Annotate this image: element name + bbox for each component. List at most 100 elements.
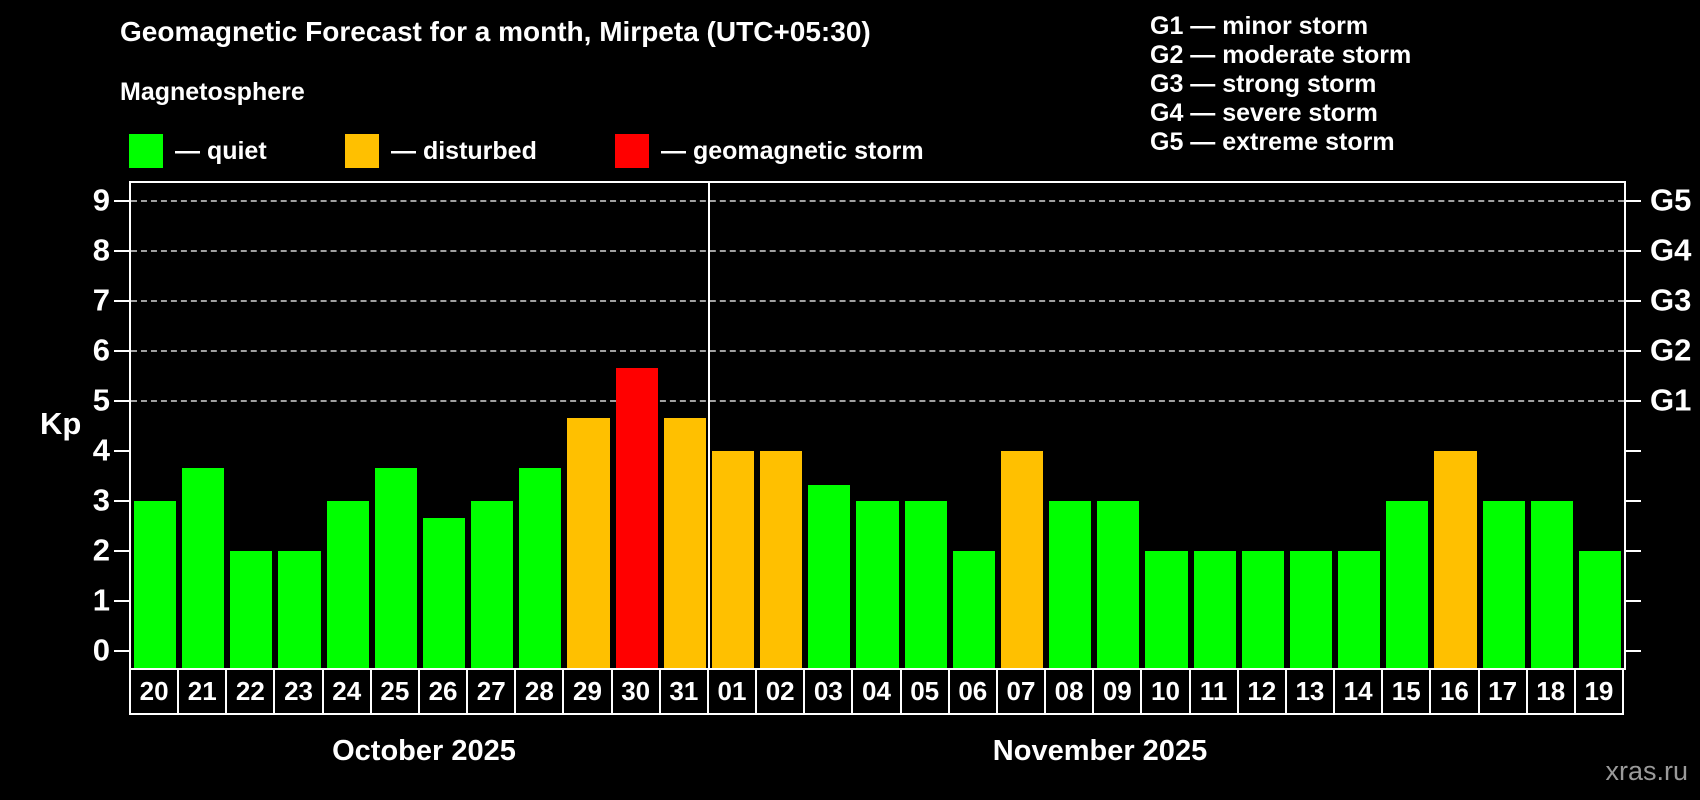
y-axis-tick-label-6: 6 — [92, 332, 110, 368]
y-axis-tick-right-2 — [1626, 550, 1641, 552]
date-cell-29: 29 — [562, 668, 613, 715]
date-cell-15: 15 — [1381, 668, 1432, 715]
chart-subtitle: Magnetosphere — [120, 78, 305, 106]
month-label-october: October 2025 — [332, 735, 516, 767]
kp-bar-30 — [615, 367, 658, 668]
kp-bar-11 — [1193, 551, 1236, 668]
y-axis-tick-left-8 — [114, 250, 129, 252]
date-cell-05: 05 — [899, 668, 950, 715]
y-axis-tick-label-8: 8 — [92, 232, 110, 268]
y-axis-label: Kp — [40, 406, 82, 441]
plot-area — [129, 181, 1626, 670]
kp-bar-01 — [711, 451, 755, 668]
y-axis-tick-right-8 — [1626, 250, 1641, 252]
y-axis-tick-left-6 — [114, 350, 129, 352]
kp-bar-28 — [519, 467, 562, 668]
gridline-kp9 — [131, 200, 1624, 202]
kp-bar-17 — [1482, 501, 1525, 668]
date-cell-12: 12 — [1236, 668, 1287, 715]
date-cell-04: 04 — [851, 668, 902, 715]
date-cell-10: 10 — [1140, 668, 1191, 715]
date-cell-24: 24 — [321, 668, 372, 715]
date-cell-02: 02 — [755, 668, 806, 715]
kp-bar-26 — [422, 517, 466, 668]
date-cell-06: 06 — [947, 668, 998, 715]
date-cell-22: 22 — [225, 668, 276, 715]
y-axis-tick-left-3 — [114, 500, 129, 502]
y-axis-tick-right-9 — [1626, 200, 1641, 202]
watermark: xras.ru — [1605, 756, 1688, 786]
kp-bar-20 — [134, 501, 177, 668]
kp-bar-16 — [1434, 451, 1477, 668]
y-axis-tick-left-7 — [114, 300, 129, 302]
gridline-kp8 — [131, 250, 1624, 252]
y-axis-tick-label-1: 1 — [92, 582, 110, 618]
g-scale-legend-line-g1: G1 — minor storm — [1150, 12, 1369, 40]
y-axis-tick-right-6 — [1626, 350, 1641, 352]
legend-swatch-quiet-icon — [129, 134, 163, 168]
kp-bar-15 — [1386, 501, 1429, 668]
date-cell-18: 18 — [1525, 668, 1576, 715]
date-cell-11: 11 — [1188, 668, 1239, 715]
g-axis-label-g2: G2 — [1650, 332, 1692, 368]
date-axis: 20 21 22 23 24 25 26 27 28 29 30 31 01 02 03 04 05 06 07 08… — [129, 668, 1626, 715]
y-axis-tick-label-9: 9 — [92, 182, 110, 218]
kp-bar-18 — [1530, 501, 1573, 668]
date-cell-20: 20 — [129, 668, 180, 715]
kp-bar-04 — [856, 501, 899, 668]
kp-bar-12 — [1241, 551, 1284, 668]
y-axis-tick-right-3 — [1626, 500, 1641, 502]
g-axis-label-g1: G1 — [1650, 382, 1692, 418]
y-axis-tick-left-1 — [114, 600, 129, 602]
y-axis-tick-left-4 — [114, 450, 129, 452]
kp-bar-25 — [374, 467, 417, 668]
y-axis-tick-left-0 — [114, 650, 129, 652]
g-scale-legend-line-g3: G3 — strong storm — [1150, 70, 1377, 98]
date-cell-14: 14 — [1333, 668, 1384, 715]
y-axis-tick-left-9 — [114, 200, 129, 202]
date-cell-01: 01 — [706, 668, 758, 715]
kp-bar-03 — [808, 484, 851, 668]
kp-bar-09 — [1097, 501, 1140, 668]
y-axis-tick-right-0 — [1626, 650, 1641, 652]
kp-bar-14 — [1338, 551, 1381, 668]
legend-label-storm: — geomagnetic storm — [661, 137, 924, 165]
y-axis-tick-label-5: 5 — [92, 382, 110, 418]
date-cell-26: 26 — [417, 668, 469, 715]
kp-bar-23 — [278, 551, 321, 668]
date-cell-03: 03 — [803, 668, 854, 715]
gridline-kp5 — [131, 400, 1624, 402]
g-axis-label-g3: G3 — [1650, 282, 1692, 318]
kp-bar-06 — [952, 551, 995, 668]
kp-bar-02 — [760, 451, 803, 668]
date-cell-19: 19 — [1573, 668, 1624, 715]
gridline-kp6 — [131, 350, 1624, 352]
date-cell-17: 17 — [1477, 668, 1528, 715]
date-cell-31: 31 — [658, 668, 709, 715]
gridline-kp7 — [131, 300, 1624, 302]
kp-bar-29 — [567, 417, 610, 668]
kp-bar-21 — [182, 467, 225, 668]
kp-bar-24 — [326, 501, 369, 668]
date-cell-08: 08 — [1044, 668, 1095, 715]
kp-bar-19 — [1578, 551, 1621, 668]
date-cell-30: 30 — [610, 668, 661, 715]
y-axis-tick-left-2 — [114, 550, 129, 552]
date-cell-25: 25 — [369, 668, 420, 715]
kp-bar-31 — [663, 417, 706, 668]
legend-label-disturbed: — disturbed — [391, 137, 537, 165]
y-axis-tick-right-7 — [1626, 300, 1641, 302]
chart-title: Geomagnetic Forecast for a month, Mirpet… — [120, 16, 871, 47]
y-axis-tick-label-2: 2 — [92, 532, 110, 568]
kp-bar-10 — [1145, 551, 1188, 668]
kp-bar-27 — [471, 501, 514, 668]
date-cell-27: 27 — [466, 668, 517, 715]
y-axis-tick-label-4: 4 — [92, 432, 110, 468]
kp-bar-13 — [1289, 551, 1333, 668]
date-cell-21: 21 — [177, 668, 228, 715]
legend-label-quiet: — quiet — [175, 137, 267, 165]
y-axis-tick-left-5 — [114, 400, 129, 402]
y-axis-tick-right-1 — [1626, 600, 1641, 602]
g-scale-legend-line-g5: G5 — extreme storm — [1150, 128, 1395, 156]
